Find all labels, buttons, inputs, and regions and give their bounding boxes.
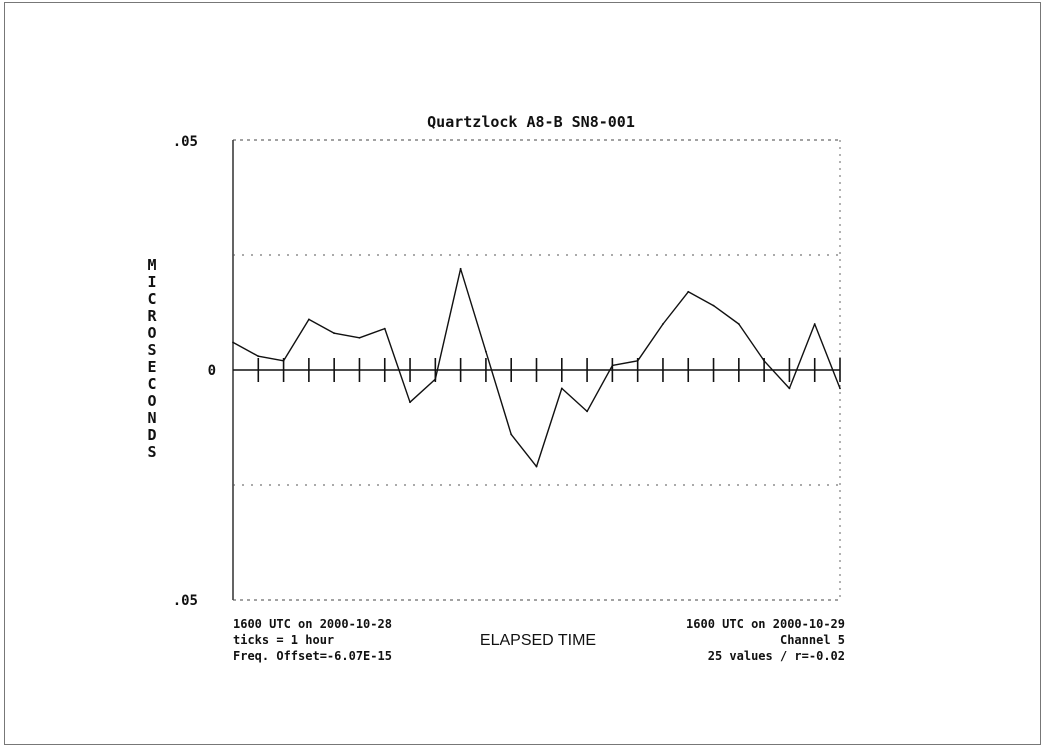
x-axis-label: ELAPSED TIME <box>480 632 596 649</box>
data-point-15 <box>611 364 614 367</box>
data-point-9 <box>459 267 462 270</box>
data-point-16 <box>636 359 639 362</box>
x-ticks <box>257 358 841 382</box>
end-time-label: 1600 UTC on 2000-10-29 <box>686 617 845 631</box>
chart-title: Quartzlock A8-B SN8-001 <box>427 113 635 131</box>
data-point-23 <box>813 323 816 325</box>
start-time-label: 1600 UTC on 2000-10-28 <box>233 617 392 631</box>
y-tick-label-top: .05 <box>173 134 198 150</box>
data-point-24 <box>839 387 841 390</box>
data-point-18 <box>687 290 690 293</box>
y-tick-label-zero: 0 <box>208 363 216 379</box>
data-point-12 <box>535 465 538 468</box>
data-point-20 <box>737 323 740 325</box>
data-point-10 <box>485 350 487 353</box>
data-point-13 <box>560 387 563 390</box>
data-point-17 <box>662 323 664 325</box>
data-point-14 <box>586 410 588 413</box>
data-point-22 <box>788 387 791 390</box>
data-point-4 <box>333 332 336 335</box>
data-point-5 <box>358 336 361 339</box>
data-point-11 <box>510 433 513 436</box>
values-count-label: 25 values / r=-0.02 <box>708 649 845 663</box>
ticks-label: ticks = 1 hour <box>233 633 334 647</box>
data-series <box>232 267 841 468</box>
data-point-0 <box>232 341 234 344</box>
data-point-1 <box>257 355 260 358</box>
data-point-21 <box>763 359 766 362</box>
data-point-19 <box>712 304 715 307</box>
data-point-7 <box>409 401 411 404</box>
y-tick-label-bottom: .05 <box>173 593 198 609</box>
grid-lines <box>233 254 840 486</box>
data-point-6 <box>383 327 386 330</box>
channel-label: Channel 5 <box>780 633 845 647</box>
data-point-8 <box>434 378 437 381</box>
chart-frame <box>4 2 1041 745</box>
data-point-2 <box>282 359 285 362</box>
data-point-3 <box>307 318 310 321</box>
freq-offset-label: Freq. Offset=-6.07E-15 <box>233 649 392 663</box>
